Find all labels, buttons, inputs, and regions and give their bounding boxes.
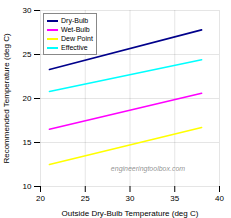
svg-text:engineeringtoolbox.com: engineeringtoolbox.com [111,165,185,173]
html-text:Effective: Effective [61,44,88,51]
html-text:Wet-Bulb: Wet-Bulb [61,26,90,33]
svg-text:40: 40 [215,194,224,203]
html-text:Dew Point: Dew Point [61,35,93,42]
svg-text:20: 20 [36,194,45,203]
svg-text:25: 25 [23,50,32,59]
svg-text:30: 30 [23,6,32,15]
svg-text:25: 25 [81,194,90,203]
html-text:Dry-Bulb: Dry-Bulb [61,17,89,24]
svg-text:Outside Dry-Bulb Temperature (: Outside Dry-Bulb Temperature (deg C) [62,209,199,218]
svg-text:20: 20 [23,94,32,103]
svg-text:15: 15 [23,138,32,147]
svg-text:10: 10 [23,182,32,191]
svg-text:30: 30 [126,194,135,203]
svg-text:Recommended Temperature (deg C: Recommended Temperature (deg C) [2,33,11,163]
svg-text:35: 35 [170,194,179,203]
